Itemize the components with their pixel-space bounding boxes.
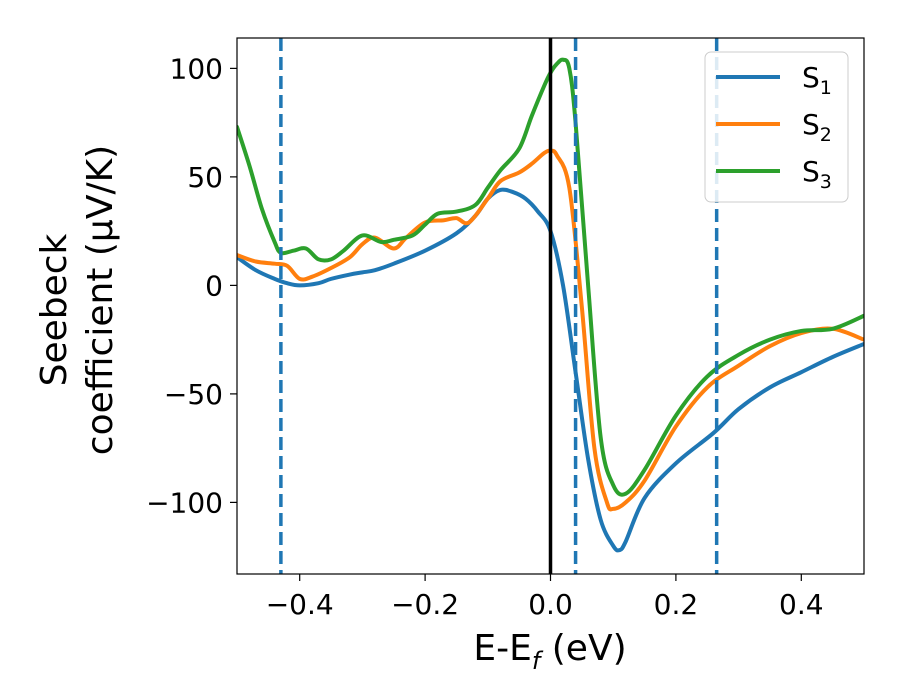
y-tick-label: −50 xyxy=(164,378,223,411)
x-axis-label: E-Ef (eV) xyxy=(473,628,626,675)
y-axis-label-line2: coefficient (μV/K) xyxy=(80,145,121,455)
legend-label-s3: S3 xyxy=(802,155,832,193)
x-tick-label: −0.2 xyxy=(391,588,459,621)
y-tick-label: −100 xyxy=(146,486,223,519)
y-tick-label: 100 xyxy=(170,52,223,85)
x-axis-label-main: E-E xyxy=(473,628,531,669)
x-tick-label: 0.2 xyxy=(654,588,699,621)
x-tick-label: 0.0 xyxy=(528,588,573,621)
y-tick-label: 0 xyxy=(205,269,223,302)
legend: S1 S2 S3 xyxy=(704,51,849,203)
legend-box xyxy=(704,51,849,203)
x-tick-label: −0.4 xyxy=(266,588,334,621)
y-axis-label-line1: Seebeck xyxy=(34,233,75,386)
legend-label-s1: S1 xyxy=(802,61,832,99)
series-line-s2 xyxy=(237,148,864,512)
legend-label-s2: S2 xyxy=(802,108,832,146)
y-tick-label: 50 xyxy=(187,161,223,194)
x-tick-label: 0.4 xyxy=(779,588,824,621)
y-axis-ticks: −100 −50 0 50 100 xyxy=(146,52,237,519)
y-axis-label: Seebeck coefficient (μV/K) xyxy=(34,145,121,455)
series-line-s3 xyxy=(237,57,864,497)
x-axis-ticks: −0.4 −0.2 0.0 0.2 0.4 xyxy=(266,574,824,621)
series-line-s1 xyxy=(237,187,864,553)
plot-area xyxy=(237,38,864,574)
x-axis-label-unit: (eV) xyxy=(540,628,626,669)
